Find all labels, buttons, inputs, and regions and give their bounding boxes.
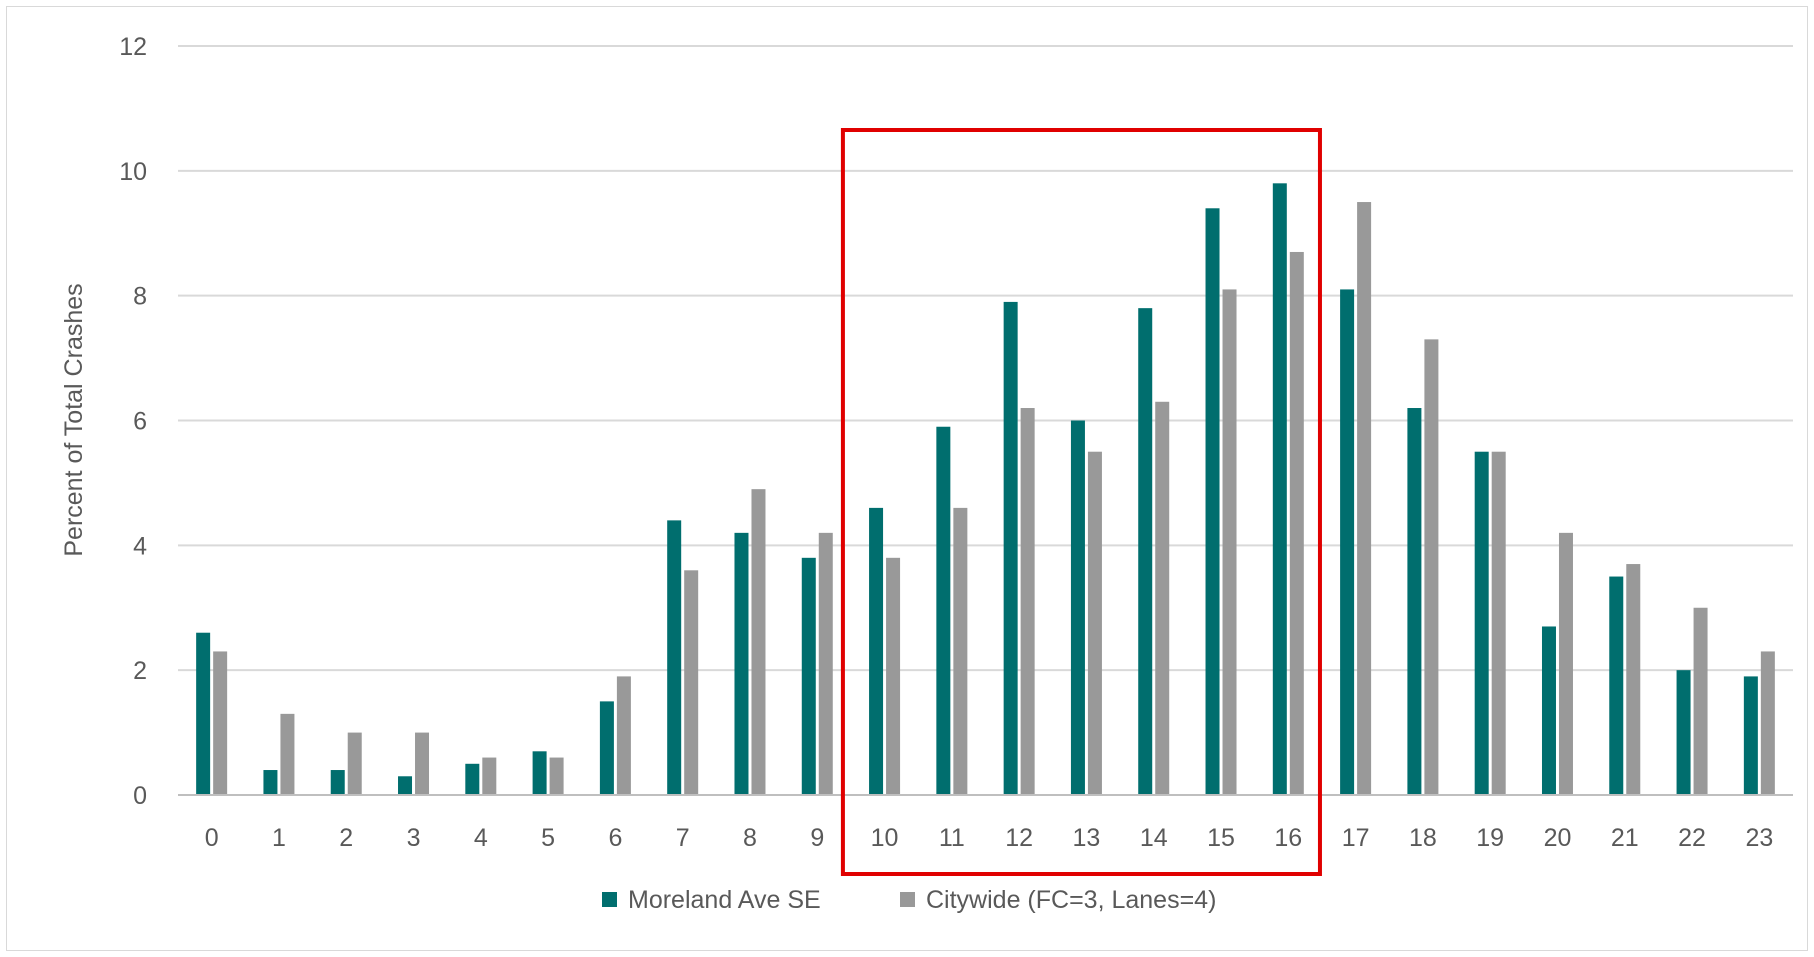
legend: Moreland Ave SE Citywide (FC=3, Lanes=4) <box>602 886 1216 914</box>
y-tick-label: 0 <box>133 782 147 810</box>
legend-swatch <box>602 892 617 907</box>
bar-moreland-hour-17 <box>1340 289 1355 795</box>
bar-moreland-hour-3 <box>398 776 413 795</box>
y-axis-label: Percent of Total Crashes <box>60 283 88 556</box>
bar-citywide-hour-6 <box>616 676 631 795</box>
bar-moreland-hour-6 <box>599 701 614 795</box>
bar-moreland-hour-21 <box>1609 576 1624 795</box>
x-tick-label: 14 <box>1140 824 1168 852</box>
bar-moreland-hour-18 <box>1407 408 1422 795</box>
bar-citywide-hour-10 <box>886 557 901 795</box>
bar-moreland-hour-22 <box>1676 670 1691 795</box>
bar-moreland-hour-13 <box>1070 420 1085 795</box>
x-tick-label: 6 <box>608 824 622 852</box>
bar-moreland-hour-14 <box>1138 308 1153 795</box>
x-tick-label: 7 <box>676 824 690 852</box>
x-tick-label: 4 <box>474 824 488 852</box>
bar-moreland-hour-20 <box>1541 626 1556 795</box>
bar-moreland-hour-12 <box>1003 301 1018 795</box>
bar-citywide-hour-7 <box>684 570 699 795</box>
bar-moreland-hour-7 <box>667 520 682 795</box>
bar-moreland-hour-19 <box>1474 451 1489 795</box>
bar-moreland-hour-10 <box>869 507 884 795</box>
bar-moreland-hour-16 <box>1272 183 1287 796</box>
bars <box>196 183 1775 796</box>
x-tick-label: 1 <box>272 824 286 852</box>
bar-citywide-hour-9 <box>818 532 833 795</box>
x-tick-label: 9 <box>810 824 824 852</box>
x-tick-label: 16 <box>1274 824 1302 852</box>
x-tick-label: 20 <box>1544 824 1572 852</box>
bar-citywide-hour-8 <box>751 489 766 795</box>
bar-citywide-hour-4 <box>482 757 497 795</box>
x-tick-label: 17 <box>1342 824 1370 852</box>
bar-citywide-hour-5 <box>549 757 564 795</box>
bar-moreland-hour-5 <box>532 751 547 795</box>
bar-moreland-hour-23 <box>1743 676 1758 795</box>
bar-citywide-hour-12 <box>1020 408 1035 795</box>
bar-moreland-hour-0 <box>196 632 211 795</box>
bar-moreland-hour-2 <box>330 770 345 795</box>
legend-label: Moreland Ave SE <box>628 886 821 914</box>
bar-citywide-hour-0 <box>213 651 228 795</box>
x-tick-label: 8 <box>743 824 757 852</box>
bar-citywide-hour-13 <box>1087 451 1102 795</box>
bar-citywide-hour-18 <box>1424 339 1439 795</box>
bar-citywide-hour-11 <box>953 507 968 795</box>
x-tick-labels: 0 1 2 3 4 5 6 7 8 9 10 11 12 13 14 15 16 17 18 19 20 21 22 23 <box>205 824 1774 852</box>
bar-moreland-hour-9 <box>801 557 816 795</box>
highlight-box <box>840 128 1322 876</box>
x-tick-label: 5 <box>541 824 555 852</box>
bar-moreland-hour-1 <box>263 770 278 795</box>
x-tick-label: 11 <box>939 824 965 852</box>
bar-citywide-hour-16 <box>1289 251 1304 796</box>
bar-moreland-hour-4 <box>465 763 480 795</box>
bar-moreland-hour-8 <box>734 532 749 795</box>
bar-citywide-hour-23 <box>1760 651 1775 795</box>
x-tick-label: 18 <box>1409 824 1437 852</box>
bar-citywide-hour-20 <box>1558 532 1573 795</box>
y-tick-label: 8 <box>133 283 147 311</box>
gridlines <box>178 45 1793 672</box>
bar-citywide-hour-22 <box>1693 607 1708 795</box>
bar-citywide-hour-2 <box>347 732 362 795</box>
y-tick-label: 2 <box>133 657 147 685</box>
y-tick-label: 12 <box>119 33 147 61</box>
legend-swatch <box>900 892 915 907</box>
bar-citywide-hour-14 <box>1155 401 1170 795</box>
bar-moreland-hour-15 <box>1205 208 1220 796</box>
bar-moreland-hour-11 <box>936 426 951 795</box>
x-tick-label: 10 <box>871 824 899 852</box>
x-tick-label: 3 <box>407 824 421 852</box>
bar-citywide-hour-17 <box>1357 202 1372 795</box>
y-tick-label: 10 <box>119 158 147 186</box>
bar-citywide-hour-1 <box>280 713 295 795</box>
y-tick-label: 6 <box>133 408 147 436</box>
y-tick-label: 4 <box>133 532 147 560</box>
x-tick-label: 2 <box>339 824 353 852</box>
x-tick-label: 13 <box>1073 824 1101 852</box>
bar-citywide-hour-3 <box>415 732 430 795</box>
x-tick-label: 21 <box>1611 824 1639 852</box>
x-tick-label: 22 <box>1678 824 1706 852</box>
bar-citywide-hour-15 <box>1222 289 1237 795</box>
x-tick-label: 23 <box>1745 824 1773 852</box>
bar-citywide-hour-19 <box>1491 451 1506 795</box>
x-tick-label: 0 <box>205 824 219 852</box>
legend-label: Citywide (FC=3, Lanes=4) <box>926 886 1216 914</box>
x-tick-label: 15 <box>1207 824 1235 852</box>
x-tick-label: 19 <box>1476 824 1504 852</box>
x-tick-label: 12 <box>1005 824 1033 852</box>
y-tick-labels: 0 2 4 6 8 10 12 <box>119 33 147 810</box>
bar-citywide-hour-21 <box>1626 564 1641 795</box>
chart-frame <box>6 6 1808 951</box>
